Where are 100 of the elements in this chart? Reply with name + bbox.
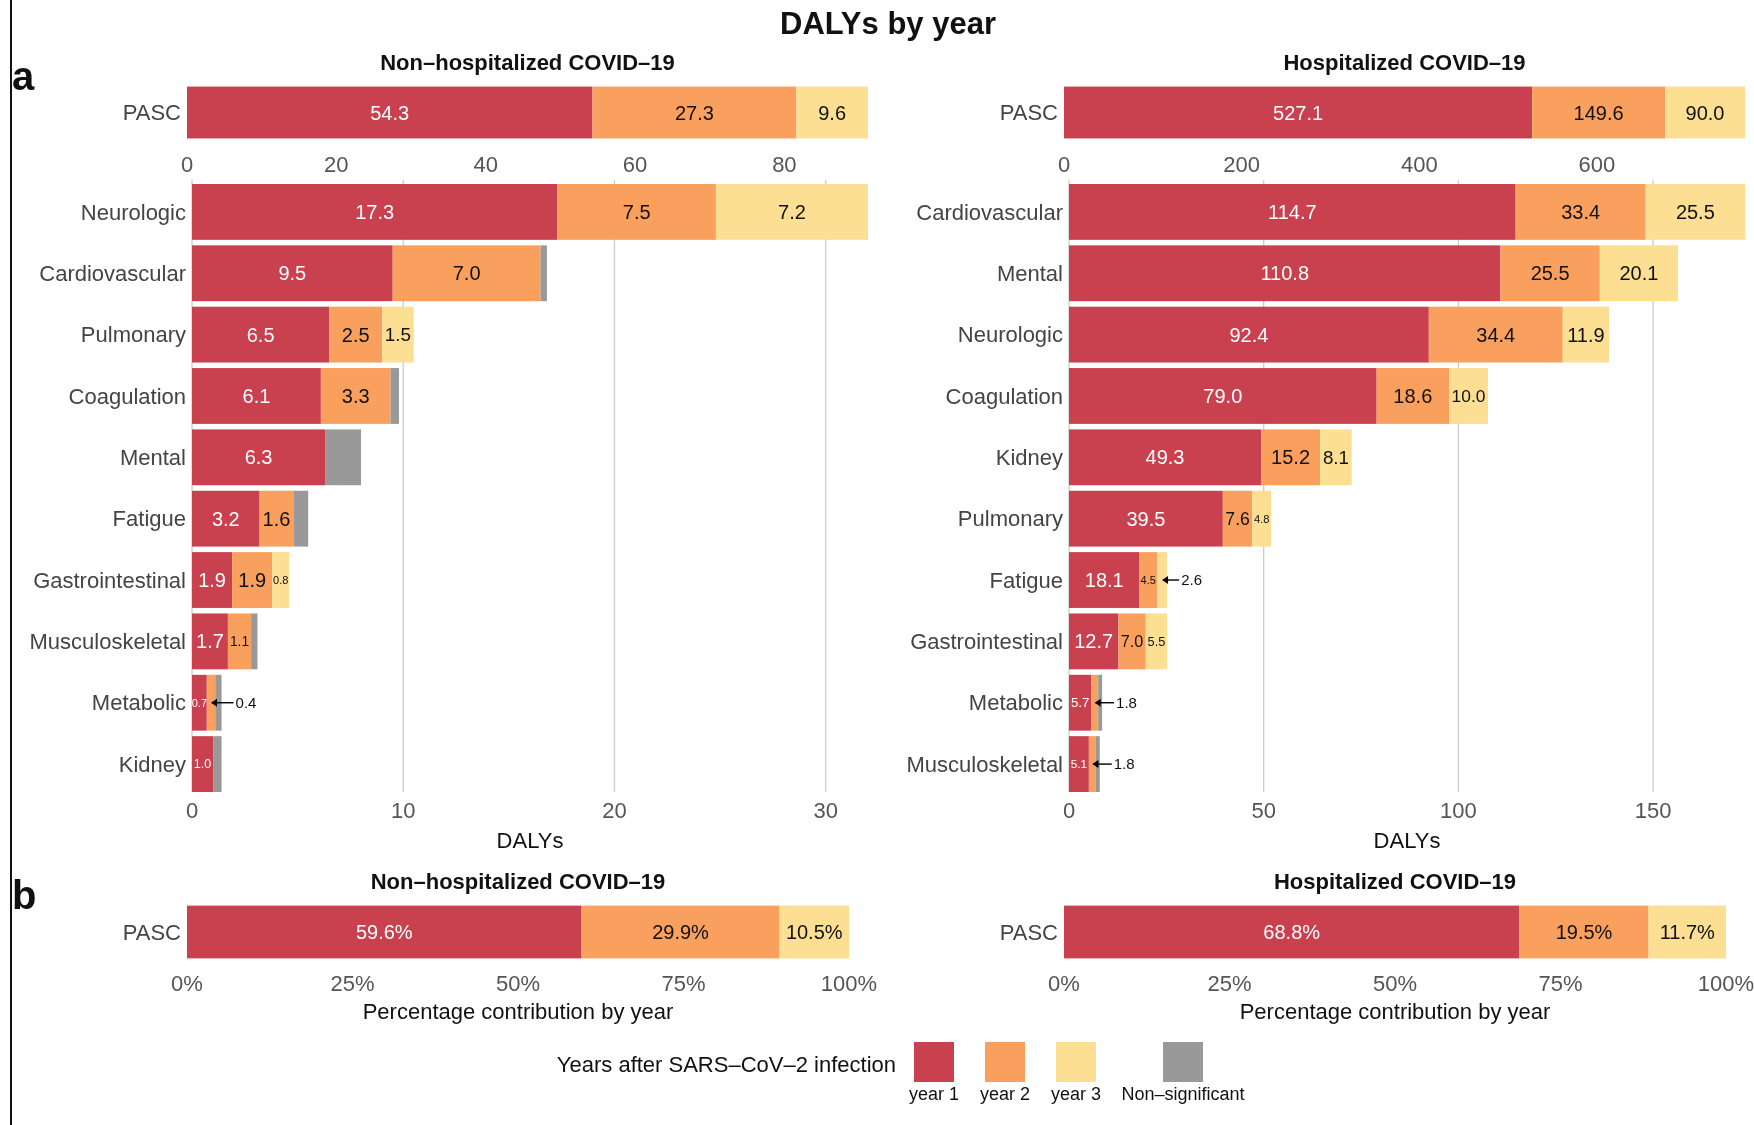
bar — [392, 245, 541, 302]
chart-title: Non–hospitalized COVID–19 — [380, 50, 675, 75]
bar — [1069, 184, 1516, 240]
bar — [1069, 552, 1140, 608]
bar — [187, 86, 593, 139]
data-label: 25.5 — [1530, 262, 1570, 285]
data-label: 110.8 — [1260, 262, 1310, 285]
text: b — [12, 873, 37, 917]
data-label: 7.5 — [622, 200, 651, 223]
y-tick-label: PASC — [122, 919, 182, 945]
data-label: 7.6 — [1225, 508, 1251, 529]
bar — [1665, 86, 1745, 139]
bar — [1118, 613, 1146, 670]
bar — [1069, 429, 1261, 486]
bar — [192, 490, 260, 547]
data-label: 17.3 — [355, 200, 395, 223]
data-label: 19.5% — [1555, 921, 1613, 943]
data-label: 49.3 — [1145, 446, 1185, 469]
legend-label: Non–significant — [1121, 1084, 1245, 1104]
data-label: 1.6 — [262, 507, 291, 530]
bar — [192, 736, 214, 792]
x-tick-label: 100% — [1697, 971, 1754, 996]
data-label: 0.7 — [191, 696, 208, 709]
data-label: 9.6 — [818, 101, 847, 124]
data-label: 1.8 — [1116, 693, 1137, 711]
bar — [1069, 613, 1119, 670]
x-tick-label: 0 — [185, 798, 199, 823]
legend-label: year 3 — [1050, 1084, 1102, 1104]
y-tick-label: Metabolic — [91, 690, 186, 716]
data-label: 68.8% — [1263, 921, 1321, 943]
data-label: 149.6 — [1573, 101, 1624, 124]
bar — [1069, 368, 1377, 424]
bar — [1515, 184, 1646, 240]
x-axis-title: DALYs — [496, 828, 564, 853]
bar — [1519, 905, 1649, 959]
data-label: 8.1 — [1322, 446, 1349, 468]
bar — [1222, 490, 1253, 547]
data-label: 1.8 — [1113, 755, 1135, 773]
data-label: 1.5 — [384, 324, 412, 346]
bar — [1599, 245, 1679, 302]
bar — [1532, 86, 1666, 139]
bar — [1449, 368, 1488, 424]
data-label: 34.4 — [1476, 323, 1516, 346]
bar — [213, 736, 222, 792]
data-label: 0.4 — [235, 693, 257, 711]
y-tick-label: Coagulation — [945, 383, 1063, 409]
bar — [192, 306, 330, 363]
data-label: 5.7 — [1070, 695, 1090, 711]
x-tick-label: 30 — [813, 798, 838, 823]
x-tick-label: 75% — [1538, 971, 1583, 996]
text: a — [12, 54, 35, 98]
x-tick-label: 100% — [820, 971, 878, 996]
bar — [581, 905, 780, 959]
x-tick-label: 40 — [473, 152, 498, 177]
bar — [1157, 552, 1168, 608]
data-label: 527.1 — [1273, 101, 1324, 124]
x-tick-label: 0 — [1057, 152, 1071, 177]
x-tick-label: 400 — [1400, 152, 1438, 177]
x-tick-label: 20 — [324, 152, 349, 177]
legend-label: year 1 — [908, 1084, 960, 1104]
y-tick-label: PASC — [999, 100, 1059, 126]
bar — [592, 86, 797, 139]
data-label: 11.9 — [1567, 323, 1605, 346]
chart-title: Hospitalized COVID–19 — [1273, 869, 1517, 894]
x-tick-label: 200 — [1223, 152, 1260, 177]
y-tick-label: PASC — [122, 100, 182, 126]
data-label: 54.3 — [370, 101, 410, 124]
data-label: 18.6 — [1393, 384, 1433, 407]
bar — [1139, 552, 1157, 608]
bar — [192, 184, 558, 240]
data-label: 2.6 — [1181, 571, 1202, 589]
data-label: 1.9 — [238, 569, 267, 592]
x-axis-title: Percentage contribution by year — [1239, 999, 1551, 1024]
text: DALYs by year — [780, 6, 996, 41]
x-axis-title: DALYs — [1373, 828, 1441, 853]
bar — [1428, 306, 1563, 363]
chart-title: Hospitalized COVID–19 — [1283, 50, 1526, 75]
chart-title: Non–hospitalized COVID–19 — [370, 869, 666, 894]
y-tick-label: Cardiovascular — [39, 260, 186, 286]
bar — [1069, 674, 1092, 731]
y-tick-label: Musculoskeletal — [906, 751, 1063, 777]
y-tick-label: Pulmonary — [957, 506, 1063, 532]
data-label: 25.5 — [1675, 200, 1715, 223]
bar — [227, 613, 252, 670]
data-label: 3.3 — [341, 384, 370, 407]
legend-title: Years after SARS–CoV–2 infection — [556, 1052, 896, 1077]
data-label: 5.1 — [1070, 757, 1088, 772]
x-tick-label: 100 — [1440, 798, 1477, 823]
bar — [1069, 245, 1501, 302]
bar — [293, 490, 309, 547]
x-tick-label: 25% — [330, 971, 375, 996]
bar — [715, 184, 868, 240]
bar — [540, 245, 547, 302]
data-label: 79.0 — [1203, 384, 1243, 407]
x-tick-label: 0 — [1062, 798, 1076, 823]
bar — [215, 674, 222, 731]
data-label: 4.5 — [1140, 573, 1156, 586]
bar — [1260, 429, 1321, 486]
x-tick-label: 50% — [1372, 971, 1418, 996]
x-tick-label: 50% — [495, 971, 541, 996]
